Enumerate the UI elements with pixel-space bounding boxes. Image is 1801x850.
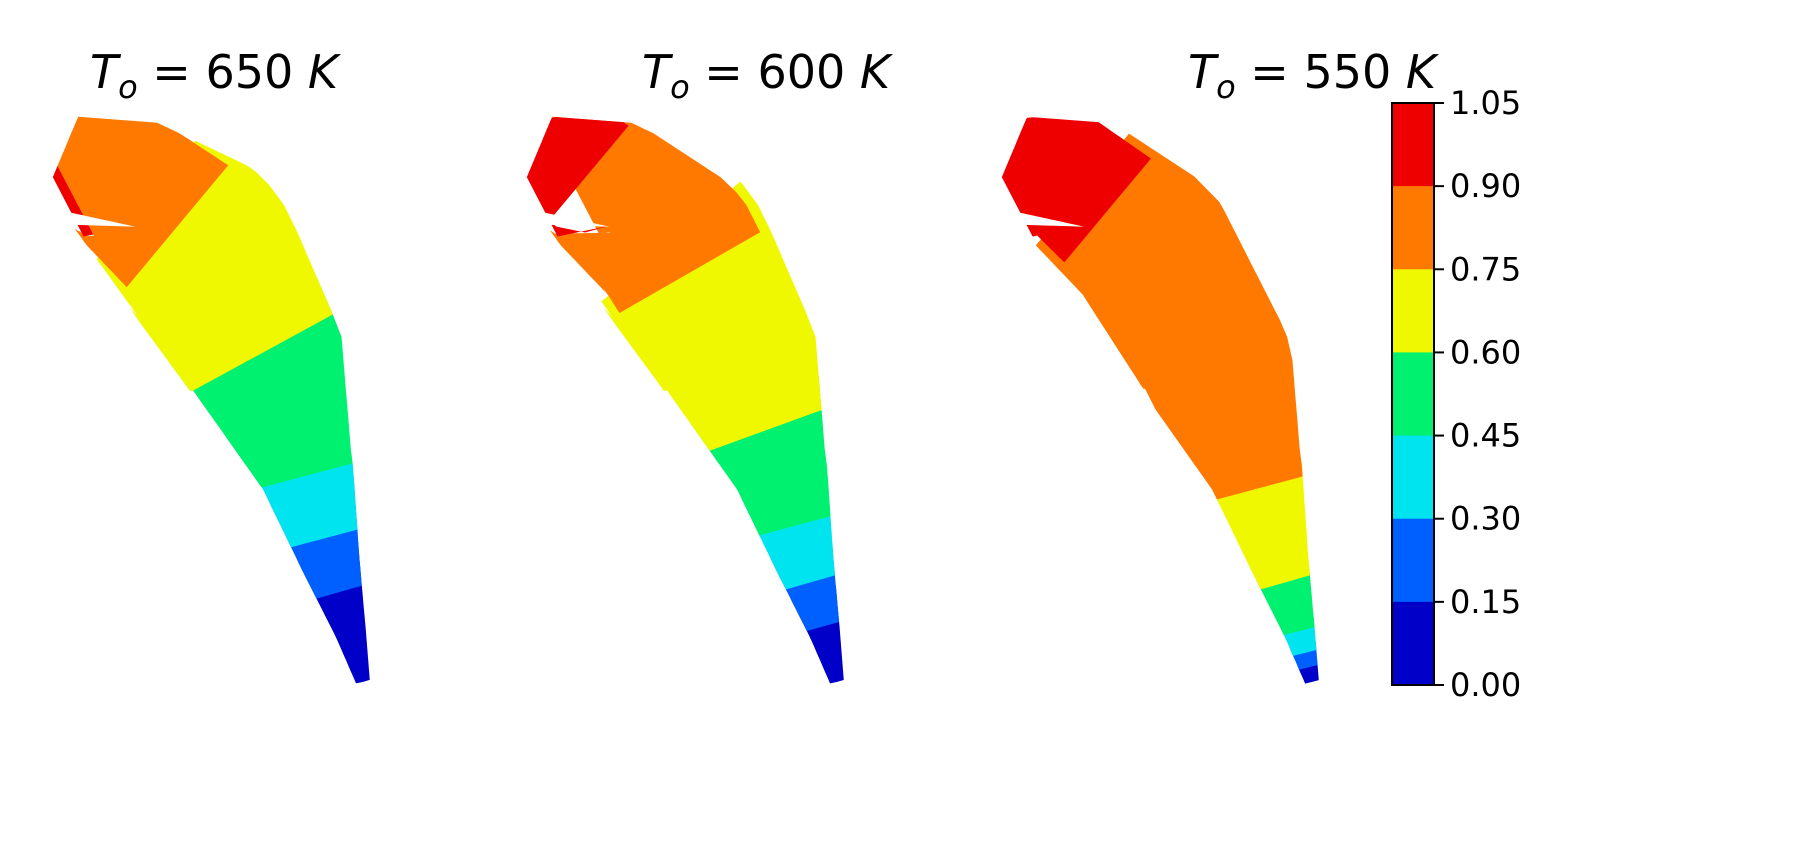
colorbar-tick-label: 0.90 bbox=[1450, 167, 1521, 205]
colorbar: 0.00 0.15 0.30 0.45 0.60 0.75 0.90 1.05 bbox=[1391, 84, 1521, 704]
panel-title-3: To = 550 K bbox=[1188, 45, 1440, 106]
colorbar-band-3 bbox=[1392, 352, 1434, 437]
colorbar-band-4 bbox=[1392, 269, 1434, 353]
colorbar-tick-label: 0.45 bbox=[1450, 417, 1521, 455]
contour-panel-2 bbox=[526, 116, 844, 684]
contour-band-1-5 bbox=[52, 116, 229, 288]
colorbar-band-1 bbox=[1392, 518, 1434, 603]
colorbar-band-5 bbox=[1392, 186, 1434, 270]
colorbar-tick-label: 0.30 bbox=[1450, 500, 1521, 538]
panel-title-1: To = 650 K bbox=[90, 45, 342, 106]
colorbar-band-6 bbox=[1392, 103, 1434, 187]
colorbar-tick-label: 0.15 bbox=[1450, 583, 1521, 621]
colorbar-tick-label: 0.60 bbox=[1450, 333, 1521, 371]
contour-panel-1 bbox=[52, 116, 370, 684]
contour-band-2-4 bbox=[593, 181, 835, 456]
panel-title-2: To = 600 K bbox=[642, 45, 894, 106]
contour-panel-3 bbox=[1001, 116, 1319, 684]
colorbar-tick-label: 0.75 bbox=[1450, 250, 1521, 288]
contour-band-2-6 bbox=[526, 116, 629, 237]
colorbar-tick-label: 0.00 bbox=[1450, 666, 1521, 704]
colorbar-tick-label: 1.05 bbox=[1450, 84, 1521, 122]
colorbar-band-2 bbox=[1392, 435, 1434, 520]
colorbar-frame bbox=[1391, 102, 1435, 686]
colorbar-band-0 bbox=[1392, 601, 1434, 686]
contour-band-3-5 bbox=[1035, 133, 1318, 504]
